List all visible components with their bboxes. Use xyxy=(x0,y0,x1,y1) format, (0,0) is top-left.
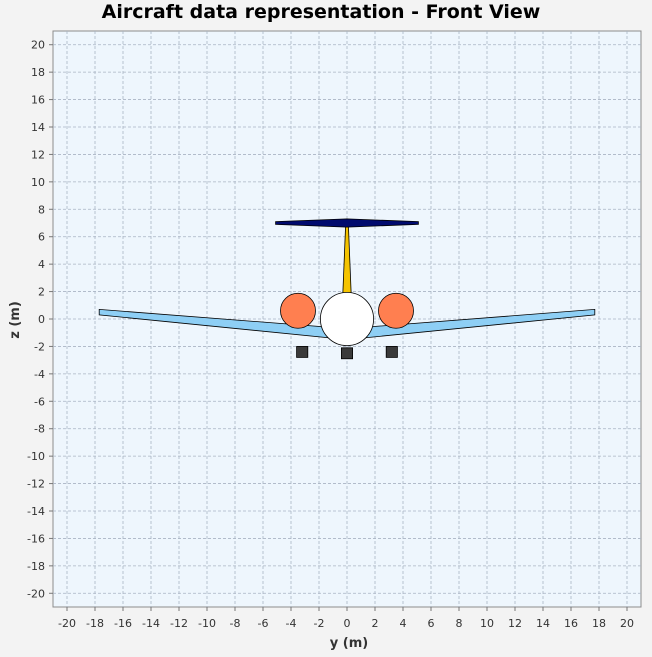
y-tick-label: -8 xyxy=(34,423,45,436)
landing-gear xyxy=(340,347,353,360)
x-tick-label: -2 xyxy=(314,617,325,630)
x-tick-label: -6 xyxy=(258,617,269,630)
x-tick-label: -4 xyxy=(286,617,297,630)
x-tick-label: -14 xyxy=(142,617,160,630)
aircraft-components xyxy=(98,218,596,360)
y-tick-label: -6 xyxy=(34,395,45,408)
horizontal-tail xyxy=(275,218,419,228)
y-tick-label: 6 xyxy=(38,231,45,244)
x-tick-label: -20 xyxy=(58,617,76,630)
y-axis-ticks: -20-18-16-14-12-10-8-6-4-202468101214161… xyxy=(27,39,53,600)
x-tick-label: 18 xyxy=(592,617,606,630)
y-tick-label: 0 xyxy=(38,313,45,326)
chart-title: Aircraft data representation - Front Vie… xyxy=(102,1,541,23)
y-tick-label: 8 xyxy=(38,203,45,216)
x-tick-label: -12 xyxy=(170,617,188,630)
landing-gear xyxy=(296,346,309,358)
x-tick-label: -10 xyxy=(198,617,216,630)
y-tick-label: -20 xyxy=(27,587,45,600)
x-tick-label: 4 xyxy=(400,617,407,630)
y-tick-label: 16 xyxy=(31,94,45,107)
x-tick-label: 0 xyxy=(344,617,351,630)
x-tick-label: 16 xyxy=(564,617,578,630)
y-tick-label: 4 xyxy=(38,258,45,271)
y-tick-label: 18 xyxy=(31,66,45,79)
y-tick-label: -18 xyxy=(27,560,45,573)
x-tick-label: 6 xyxy=(428,617,435,630)
y-tick-label: -10 xyxy=(27,450,45,463)
y-tick-label: 14 xyxy=(31,121,45,134)
y-tick-label: 12 xyxy=(31,148,45,161)
y-tick-label: -2 xyxy=(34,340,45,353)
x-axis-ticks: -20 -18 -16 -14 -12 -10 -8 -6 -4 -2 0 2 4 6 8 10 12 14 16 1… xyxy=(58,607,634,630)
x-tick-label: -18 xyxy=(86,617,104,630)
y-tick-label: 20 xyxy=(31,39,45,52)
grid xyxy=(53,31,641,607)
x-tick-label: 20 xyxy=(620,617,634,630)
y-tick-label: -16 xyxy=(27,532,45,545)
fuselage xyxy=(319,291,374,346)
y-tick-label: -14 xyxy=(27,505,45,518)
y-axis-label: z (m) xyxy=(8,301,23,339)
x-tick-label: 8 xyxy=(456,617,463,630)
nacelle-left xyxy=(280,292,316,329)
y-tick-label: -4 xyxy=(34,368,45,381)
x-tick-label: 12 xyxy=(508,617,522,630)
y-tick-label: 10 xyxy=(31,176,45,189)
x-tick-label: 10 xyxy=(480,617,494,630)
landing-gear xyxy=(385,346,398,358)
x-axis-label: y (m) xyxy=(330,636,368,651)
y-tick-label: -12 xyxy=(27,478,45,491)
x-tick-label: 14 xyxy=(536,617,550,630)
x-tick-label: -8 xyxy=(230,617,241,630)
x-tick-label: -16 xyxy=(114,617,132,630)
nacelle-right xyxy=(378,292,414,329)
y-tick-label: 2 xyxy=(38,286,45,299)
x-tick-label: 2 xyxy=(372,617,379,630)
